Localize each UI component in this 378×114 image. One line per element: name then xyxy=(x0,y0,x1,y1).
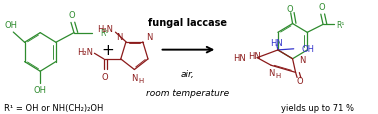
Text: OH: OH xyxy=(301,45,314,54)
Text: R¹ = OH or NH(CH₂)₂OH: R¹ = OH or NH(CH₂)₂OH xyxy=(5,103,104,112)
Text: N: N xyxy=(299,56,306,65)
Text: H: H xyxy=(139,77,144,83)
Text: O: O xyxy=(101,72,108,81)
Text: N: N xyxy=(146,33,153,42)
Text: O: O xyxy=(296,76,303,85)
Text: yields up to 71 %: yields up to 71 % xyxy=(280,103,353,112)
Text: fungal laccase: fungal laccase xyxy=(149,18,228,28)
Text: O: O xyxy=(319,3,325,12)
Text: R¹: R¹ xyxy=(100,29,109,38)
Text: +: + xyxy=(102,43,115,58)
Text: N: N xyxy=(131,73,138,82)
Text: OH: OH xyxy=(5,21,18,30)
Text: R¹: R¹ xyxy=(336,21,345,30)
Text: HN: HN xyxy=(248,51,261,60)
Text: OH: OH xyxy=(34,86,47,95)
Text: N: N xyxy=(116,33,122,42)
Text: room temperature: room temperature xyxy=(146,88,229,97)
Text: O: O xyxy=(286,5,293,14)
Text: O: O xyxy=(68,11,75,20)
Text: H₂N: H₂N xyxy=(97,25,113,34)
Text: H₂N: H₂N xyxy=(77,47,93,56)
Text: air,: air, xyxy=(181,69,195,78)
Text: HN: HN xyxy=(270,38,282,47)
Text: H: H xyxy=(275,73,280,79)
Text: HN: HN xyxy=(233,53,246,62)
Text: N: N xyxy=(268,69,274,78)
